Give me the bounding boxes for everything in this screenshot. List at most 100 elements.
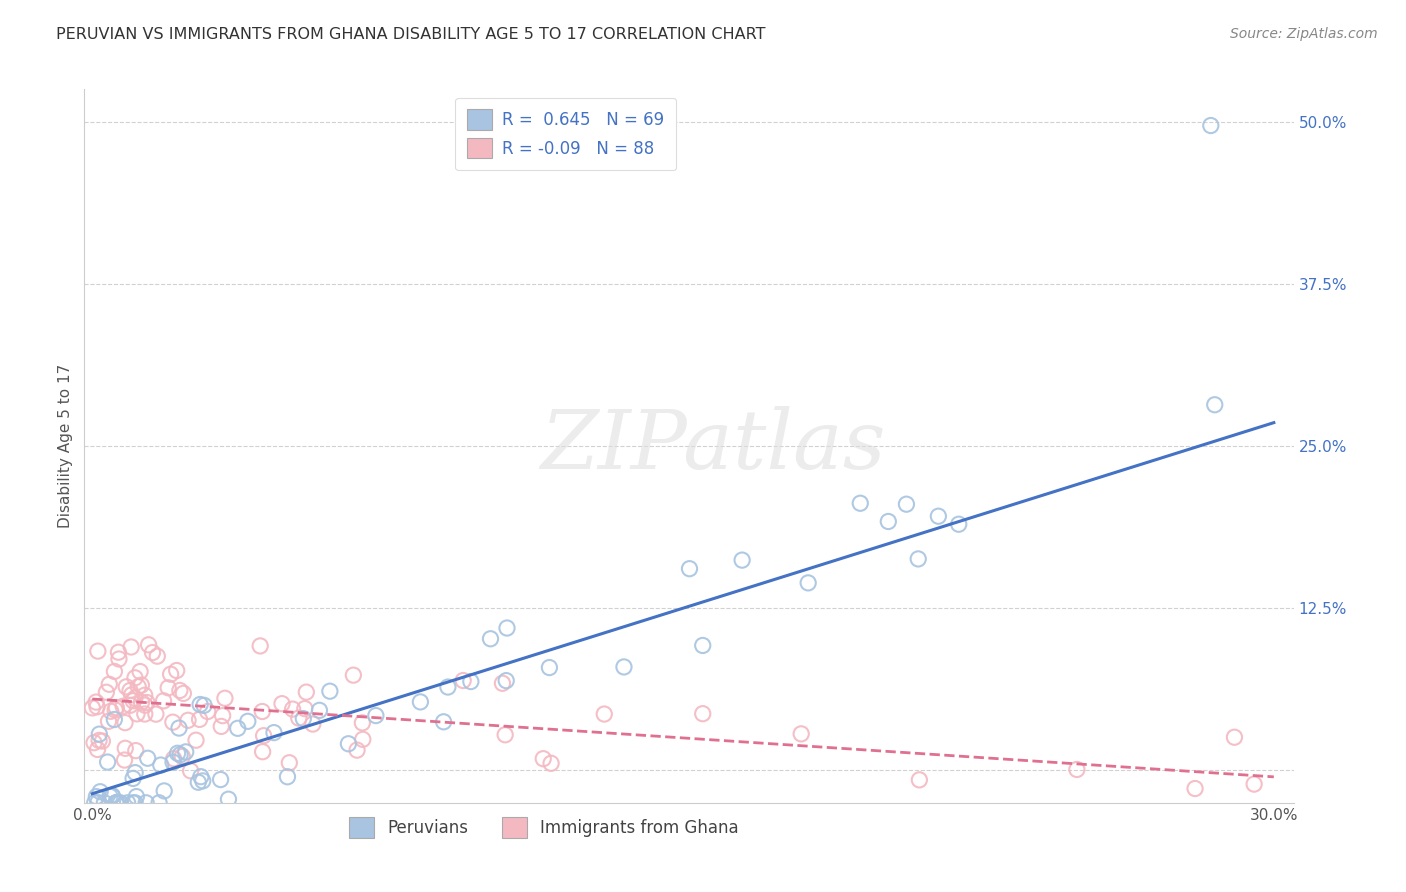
Point — [187, 775, 209, 789]
Point — [352, 715, 374, 730]
Point — [409, 695, 432, 709]
Point — [184, 733, 207, 747]
Point — [169, 747, 191, 762]
Point — [294, 701, 316, 715]
Point — [1204, 398, 1226, 412]
Point — [87, 733, 110, 747]
Point — [731, 553, 754, 567]
Point — [120, 698, 142, 713]
Point — [337, 737, 360, 751]
Point — [494, 728, 516, 742]
Point — [86, 699, 108, 714]
Point — [271, 697, 294, 711]
Point — [104, 703, 127, 717]
Point — [593, 707, 616, 722]
Point — [209, 719, 232, 733]
Point — [1199, 119, 1222, 133]
Text: PERUVIAN VS IMMIGRANTS FROM GHANA DISABILITY AGE 5 TO 17 CORRELATION CHART: PERUVIAN VS IMMIGRANTS FROM GHANA DISABI… — [56, 27, 766, 42]
Point — [87, 644, 110, 658]
Point — [122, 694, 145, 708]
Point — [122, 796, 145, 810]
Point — [121, 688, 143, 702]
Point — [114, 741, 136, 756]
Legend: Peruvians, Immigrants from Ghana: Peruvians, Immigrants from Ghana — [343, 811, 745, 845]
Point — [107, 645, 129, 659]
Point — [149, 758, 172, 772]
Point — [98, 677, 121, 691]
Point — [129, 665, 152, 679]
Point — [96, 685, 118, 699]
Point — [797, 575, 820, 590]
Point — [157, 681, 180, 695]
Point — [114, 715, 136, 730]
Point — [105, 796, 128, 810]
Point — [101, 789, 124, 803]
Y-axis label: Disability Age 5 to 17: Disability Age 5 to 17 — [58, 364, 73, 528]
Point — [131, 678, 153, 692]
Point — [540, 756, 562, 771]
Point — [236, 714, 259, 729]
Point — [104, 796, 127, 810]
Point — [927, 509, 949, 524]
Point — [124, 765, 146, 780]
Point — [103, 713, 125, 727]
Point — [1066, 763, 1088, 777]
Point — [692, 706, 714, 721]
Text: ZIPatlas: ZIPatlas — [540, 406, 886, 486]
Point — [117, 796, 139, 810]
Point — [135, 796, 157, 810]
Point — [166, 746, 188, 760]
Point — [352, 732, 374, 747]
Point — [124, 671, 146, 685]
Point — [214, 691, 236, 706]
Point — [692, 639, 714, 653]
Point — [162, 715, 184, 730]
Point — [103, 665, 125, 679]
Point — [1184, 781, 1206, 796]
Point — [83, 796, 105, 810]
Point — [163, 752, 186, 766]
Point — [105, 700, 128, 714]
Point — [127, 680, 149, 694]
Point — [288, 711, 311, 725]
Point — [364, 708, 387, 723]
Point — [278, 756, 301, 770]
Point — [169, 683, 191, 698]
Point — [479, 632, 502, 646]
Point — [790, 727, 813, 741]
Point — [120, 640, 142, 654]
Point — [105, 796, 128, 810]
Point — [451, 673, 474, 688]
Point — [211, 708, 233, 723]
Point — [249, 639, 271, 653]
Point — [83, 736, 105, 750]
Point — [124, 796, 146, 810]
Point — [896, 497, 918, 511]
Point — [91, 734, 114, 748]
Point — [172, 686, 194, 700]
Point — [877, 515, 900, 529]
Point — [118, 683, 141, 698]
Point — [319, 684, 342, 698]
Point — [209, 772, 232, 787]
Point — [82, 701, 104, 715]
Point — [125, 789, 148, 804]
Point — [86, 742, 108, 756]
Point — [110, 796, 132, 810]
Point — [101, 789, 124, 803]
Point — [124, 691, 146, 706]
Point — [301, 717, 323, 731]
Point — [907, 552, 929, 566]
Point — [107, 796, 129, 810]
Point — [86, 789, 108, 804]
Point — [433, 714, 456, 729]
Point — [197, 705, 219, 719]
Point — [136, 696, 159, 710]
Point — [97, 755, 120, 769]
Text: Source: ZipAtlas.com: Source: ZipAtlas.com — [1230, 27, 1378, 41]
Point — [226, 722, 249, 736]
Point — [136, 751, 159, 765]
Point — [89, 785, 111, 799]
Point — [188, 698, 211, 712]
Point — [191, 773, 214, 788]
